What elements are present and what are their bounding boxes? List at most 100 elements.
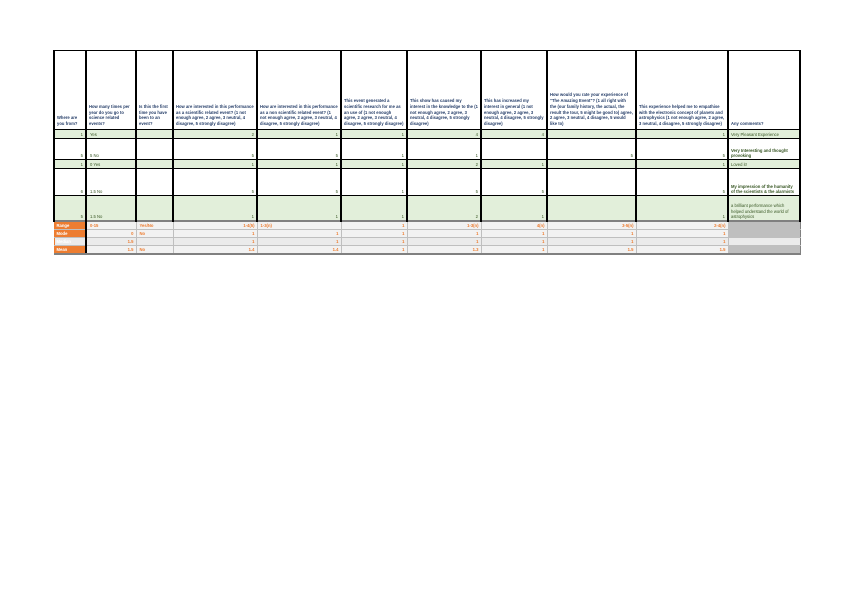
stat-median-empathy[interactable]: 1 [635,237,729,246]
cell-sci[interactable]: 2 [172,129,258,139]
cell-research[interactable]: 1 [340,138,408,160]
column-header-research-interest[interactable]: This event generated a scientific resear… [340,50,408,130]
column-header-rating[interactable]: How would you rate your experience of "T… [546,50,637,130]
cell-empathy[interactable]: 5 [635,138,729,160]
table-row[interactable]: 1 Yes 2 1 1 4 4 1 Very Pleasant Experien… [53,129,801,139]
stat-range-empathy[interactable]: 2-4(n) [635,220,729,230]
cell-rating[interactable] [546,168,637,196]
cell-nonsci[interactable]: 1 [256,195,342,221]
cell-comment[interactable]: a brilliant performance which helped und… [727,195,801,221]
cell-origin[interactable]: 5 [53,138,87,160]
stat-mean-research[interactable]: 1 [340,245,408,255]
cell-general[interactable]: 5 [480,168,548,196]
stat-mode-nonsci[interactable]: 1 [256,229,342,238]
stat-row-mean[interactable]: Mean 1.5 No 1.4 1.4 1 1.3 1 1.5 1.5 [53,245,801,255]
cell-empathy[interactable]: 1 [635,129,729,139]
column-header-origin[interactable]: Where are you from? [53,50,87,130]
stat-median-research[interactable]: 1 [340,237,408,246]
cell-sci[interactable]: 1 [172,159,258,169]
stat-mode-research[interactable]: 1 [340,229,408,238]
stat-range-knowledge[interactable]: 1-3(n) [406,220,482,230]
column-header-nonsci-interest[interactable]: How are interested in this performance a… [256,50,342,130]
stat-mean-first-time[interactable]: No [135,245,174,255]
column-header-first-time[interactable]: Is this the first time you have been to … [135,50,174,130]
cell-research[interactable]: 1 [340,195,408,221]
cell-rating[interactable] [546,129,637,139]
column-header-sci-interest[interactable]: How are interested in this performance a… [172,50,258,130]
stat-range-rating[interactable]: 3-5(n) [546,220,637,230]
stat-median-nonsci[interactable]: 1 [256,237,342,246]
cell-sci[interactable]: 5 [172,138,258,160]
column-header-knowledge-interest[interactable]: This show has caused my interest in the … [406,50,482,130]
stat-mean-general[interactable]: 1 [480,245,548,255]
stat-range-research[interactable]: 1 [340,220,408,230]
cell-frequency[interactable]: 0 Yes [85,159,137,169]
cell-general[interactable]: 4 [480,129,548,139]
cell-first-time[interactable] [135,168,174,196]
cell-rating[interactable]: 5 [546,138,637,160]
stat-row-mode[interactable]: Mode 0 No 1 1 1 1 1 1 1 [53,229,801,238]
table-row[interactable]: 1 0 Yes 1 1 1 2 1 1 Loved it! [53,159,801,169]
stat-mean-knowledge[interactable]: 1.3 [406,245,482,255]
cell-rating[interactable] [546,195,637,221]
stat-range-sci[interactable]: 1-4(5) [172,220,258,230]
stat-range-frequency[interactable]: 0-15 [85,220,137,230]
cell-knowledge[interactable]: 1 [406,138,482,160]
stat-mean-frequency[interactable]: 1.5 [85,245,137,255]
cell-general[interactable] [480,138,548,160]
cell-knowledge[interactable]: 5 [406,168,482,196]
stat-median-frequency[interactable]: 1.5 [85,237,137,246]
column-header-comments[interactable]: Any comments? [727,50,801,130]
cell-nonsci[interactable]: 5 [256,138,342,160]
cell-origin[interactable]: 1 [53,159,87,169]
cell-first-time[interactable] [135,138,174,160]
stat-median-first-time[interactable] [135,237,174,246]
cell-frequency[interactable]: Yes [85,129,137,139]
cell-comment[interactable]: Very Pleasant Experience [727,129,801,139]
cell-comment[interactable]: Very Interesting and thought provoking [727,138,801,160]
stat-mode-general[interactable]: 1 [480,229,548,238]
cell-research[interactable]: 1 [340,159,408,169]
cell-origin[interactable]: 1 [53,129,87,139]
table-row[interactable]: 5 5 No 5 5 1 1 5 5 Very Interesting and … [53,138,801,160]
cell-frequency[interactable]: 5 No [85,138,137,160]
cell-comment[interactable]: Loved it! [727,159,801,169]
cell-first-time[interactable] [135,129,174,139]
stat-mean-empathy[interactable]: 1.5 [635,245,729,255]
stat-row-range[interactable]: Range 0-15 Yes/No 1-4(5) 1-3(n) 1 1-3(n)… [53,220,801,230]
stat-mode-knowledge[interactable]: 1 [406,229,482,238]
stat-range-general[interactable]: 4(n) [480,220,548,230]
cell-comment[interactable]: My impression of the humanity of the sci… [727,168,801,196]
stat-mean-nonsci[interactable]: 1.4 [256,245,342,255]
stat-mode-sci[interactable]: 1 [172,229,258,238]
stat-mean-rating[interactable]: 1.5 [546,245,637,255]
cell-first-time[interactable] [135,159,174,169]
cell-nonsci[interactable]: 5 [256,168,342,196]
table-row[interactable]: 6 1.5 No 5 5 1 5 5 5 My impression of th… [53,168,801,196]
cell-knowledge[interactable]: 2 [406,195,482,221]
cell-frequency[interactable]: 1.5 No [85,168,137,196]
column-header-empathy[interactable]: This experience helped me to empathise w… [635,50,729,130]
stat-mode-first-time[interactable]: No [135,229,174,238]
stat-median-sci[interactable]: 1 [172,237,258,246]
stat-median-knowledge[interactable]: 1 [406,237,482,246]
cell-sci[interactable]: 1 [172,195,258,221]
cell-empathy[interactable]: 1 [635,159,729,169]
stat-range-nonsci[interactable]: 1-3(n) [256,220,342,230]
cell-nonsci[interactable]: 1 [256,159,342,169]
cell-origin[interactable]: 6 [53,168,87,196]
cell-empathy[interactable]: 5 [635,168,729,196]
cell-knowledge[interactable]: 4 [406,129,482,139]
cell-nonsci[interactable]: 1 [256,129,342,139]
stat-mean-sci[interactable]: 1.4 [172,245,258,255]
stat-mode-frequency[interactable]: 0 [85,229,137,238]
column-header-frequency[interactable]: How many times per year do you go to sci… [85,50,137,130]
cell-general[interactable]: 1 [480,195,548,221]
stat-mode-empathy[interactable]: 1 [635,229,729,238]
column-header-general-interest[interactable]: This has increased my interest in genera… [480,50,548,130]
cell-frequency[interactable]: 1.5 No [85,195,137,221]
stat-range-first-time[interactable]: Yes/No [135,220,174,230]
cell-rating[interactable] [546,159,637,169]
cell-empathy[interactable]: 1 [635,195,729,221]
cell-general[interactable]: 1 [480,159,548,169]
